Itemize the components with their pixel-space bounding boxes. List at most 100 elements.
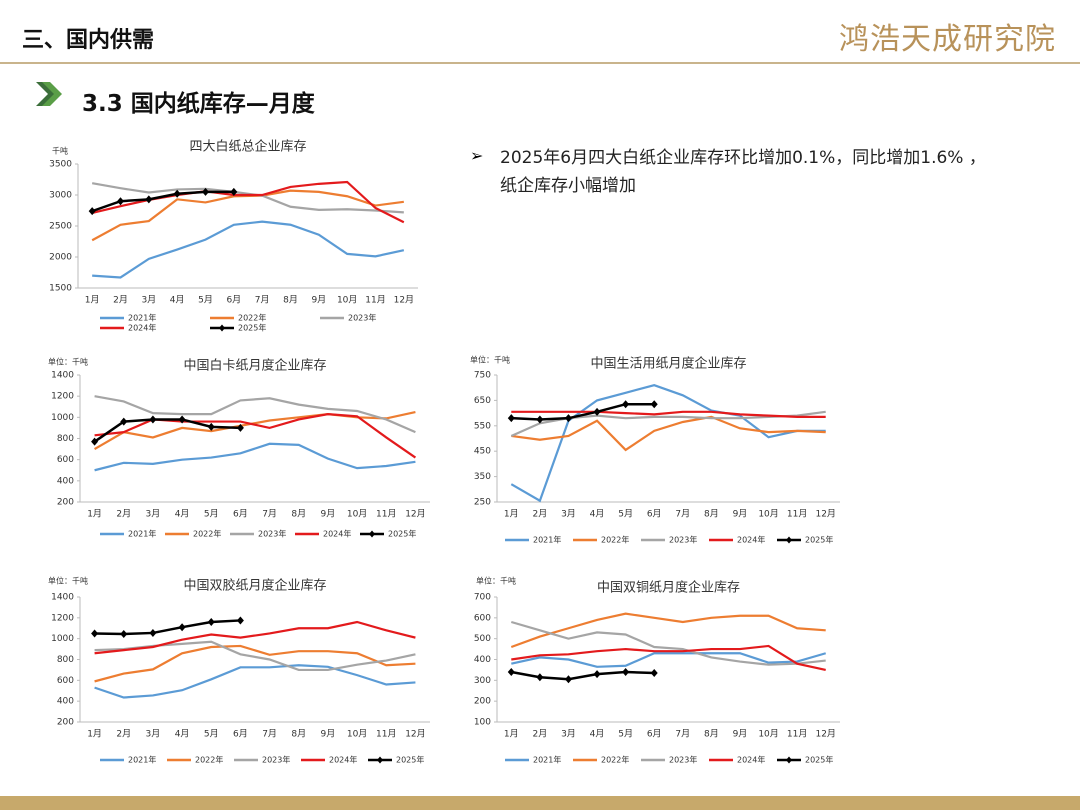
y-tick-label: 1500 xyxy=(49,284,72,294)
point-marker xyxy=(149,415,157,424)
y-tick-label: 3500 xyxy=(49,160,72,170)
x-tick-label: 12月 xyxy=(405,729,425,740)
legend-label: 2022年 xyxy=(193,529,221,539)
x-tick-label: 7月 xyxy=(262,729,277,740)
x-tick-label: 7月 xyxy=(675,509,690,520)
x-tick-label: 2月 xyxy=(113,295,128,306)
point-marker xyxy=(145,195,153,204)
series-line xyxy=(511,402,655,421)
y-tick-label: 750 xyxy=(474,371,491,381)
x-tick-label: 10月 xyxy=(337,295,357,306)
legend-label: 2023年 xyxy=(262,755,290,765)
x-tick-label: 8月 xyxy=(291,509,306,520)
x-tick-label: 1月 xyxy=(87,729,102,740)
point-marker xyxy=(236,616,244,625)
y-tick-label: 600 xyxy=(474,613,491,623)
series-line xyxy=(511,670,655,681)
series-line xyxy=(94,619,241,636)
series-line xyxy=(91,182,404,214)
y-tick-label: 1000 xyxy=(51,413,74,423)
footer-bar xyxy=(0,796,1080,810)
y-tick-label: 650 xyxy=(474,396,491,406)
series-line xyxy=(510,384,826,503)
x-tick-label: 8月 xyxy=(704,509,719,520)
x-tick-label: 9月 xyxy=(321,729,336,740)
unit-label: 单位：千吨 xyxy=(470,355,510,365)
x-tick-label: 4月 xyxy=(175,509,190,520)
x-tick-label: 12月 xyxy=(815,509,835,520)
x-tick-label: 1月 xyxy=(85,295,100,306)
unit-label: 单位：千吨 xyxy=(476,576,516,586)
x-tick-label: 5月 xyxy=(618,729,633,740)
x-tick-label: 11月 xyxy=(787,729,807,740)
legend-label: 2023年 xyxy=(669,535,697,545)
y-tick-label: 400 xyxy=(57,697,74,707)
x-tick-label: 8月 xyxy=(283,295,298,306)
x-tick-label: 3月 xyxy=(561,729,576,740)
point-marker xyxy=(564,414,572,423)
series-line xyxy=(511,410,826,419)
series-line xyxy=(94,395,416,434)
point-marker xyxy=(230,187,238,196)
x-tick-label: 12月 xyxy=(394,295,414,306)
unit-label: 单位：千吨 xyxy=(48,576,88,586)
x-tick-label: 3月 xyxy=(146,729,161,740)
point-marker xyxy=(178,415,186,424)
x-tick-label: 10月 xyxy=(758,729,778,740)
legend-label: 2025年 xyxy=(238,323,266,333)
chart-title: 中国白卡纸月度企业库存 xyxy=(183,358,326,374)
x-tick-label: 4月 xyxy=(590,509,605,520)
y-tick-label: 350 xyxy=(474,472,491,482)
x-tick-label: 7月 xyxy=(675,729,690,740)
y-tick-label: 200 xyxy=(57,498,74,508)
legend-marker xyxy=(786,536,792,544)
series-line xyxy=(94,410,416,451)
point-marker xyxy=(650,669,658,678)
x-tick-label: 5月 xyxy=(618,509,633,520)
series-line xyxy=(511,644,826,671)
legend-label: 2025年 xyxy=(396,755,424,765)
legend-label: 2022年 xyxy=(601,755,629,765)
series-line xyxy=(510,612,826,649)
y-tick-label: 1200 xyxy=(51,613,74,623)
x-tick-label: 11月 xyxy=(787,509,807,520)
y-tick-label: 250 xyxy=(474,498,491,508)
x-tick-label: 1月 xyxy=(504,729,519,740)
x-tick-label: 6月 xyxy=(647,729,662,740)
y-tick-label: 700 xyxy=(474,593,491,603)
x-tick-label: 3月 xyxy=(146,509,161,520)
series-line xyxy=(94,644,416,683)
legend-label: 2021年 xyxy=(128,755,156,765)
x-tick-label: 4月 xyxy=(170,295,185,306)
point-marker xyxy=(173,189,181,198)
unit-label: 单位：千吨 xyxy=(48,357,88,367)
series-line xyxy=(511,415,826,452)
legend-label: 2024年 xyxy=(737,755,765,765)
y-tick-label: 550 xyxy=(474,421,491,431)
point-marker xyxy=(236,423,244,432)
point-marker xyxy=(593,407,601,416)
y-tick-label: 3000 xyxy=(49,191,72,201)
legend-label: 2023年 xyxy=(669,755,697,765)
chart-title: 四大白纸总企业库存 xyxy=(189,139,306,155)
legend-label: 2023年 xyxy=(348,313,376,323)
legend-label: 2021年 xyxy=(128,313,156,323)
point-marker xyxy=(91,437,99,446)
x-tick-label: 8月 xyxy=(704,729,719,740)
point-marker xyxy=(178,623,186,632)
x-tick-label: 8月 xyxy=(291,729,306,740)
point-marker xyxy=(536,673,544,682)
legend-marker xyxy=(219,324,225,332)
chart-title: 中国生活用纸月度企业库存 xyxy=(590,356,746,372)
y-tick-label: 600 xyxy=(57,676,74,686)
x-tick-label: 6月 xyxy=(647,509,662,520)
point-marker xyxy=(88,207,96,216)
point-marker xyxy=(507,668,515,676)
legend-label: 2024年 xyxy=(329,755,357,765)
x-tick-label: 12月 xyxy=(405,509,425,520)
point-marker xyxy=(120,629,128,638)
x-tick-label: 11月 xyxy=(365,295,385,306)
section-title: 三、国内供需 xyxy=(22,28,155,53)
legend-marker xyxy=(786,756,792,764)
x-tick-label: 6月 xyxy=(233,729,248,740)
